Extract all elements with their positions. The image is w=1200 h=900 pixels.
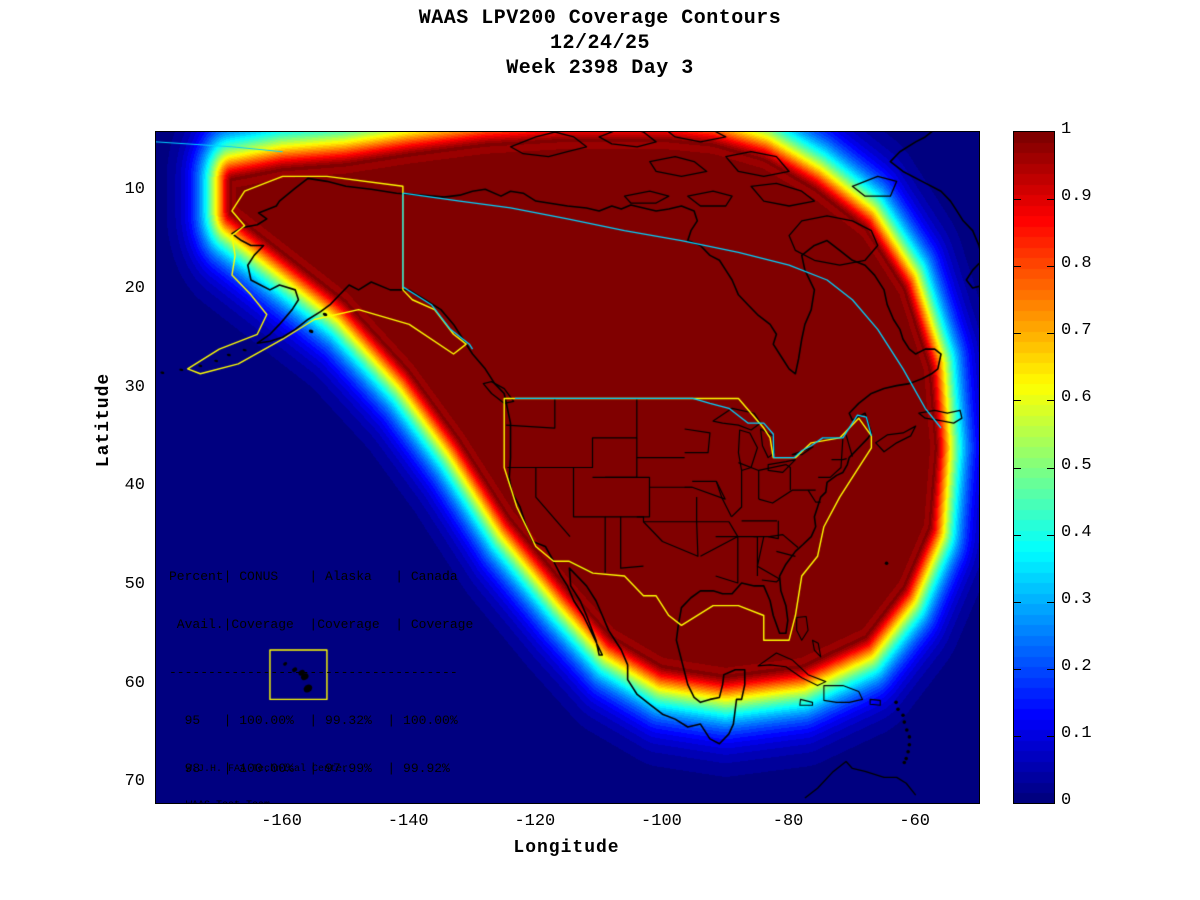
title-line-1: WAAS LPV200 Coverage Contours bbox=[418, 7, 782, 30]
stats-header-row-2: Avail.|Coverage |Coverage | Coverage bbox=[169, 617, 474, 632]
x-axis-tick-label: -60 bbox=[899, 812, 930, 831]
colorbar-tick-label: 0.4 bbox=[1061, 522, 1092, 542]
colorbar-tick-mark bbox=[1014, 467, 1021, 469]
x-axis-tick-label: -140 bbox=[387, 812, 429, 831]
colorbar-tick-mark bbox=[1014, 199, 1021, 201]
x-axis-tick-label: -80 bbox=[772, 812, 804, 831]
y-axis-tick-label: 60 bbox=[124, 673, 145, 693]
colorbar-tick-mark bbox=[1047, 735, 1054, 737]
colorbar-tick-label: 0.7 bbox=[1061, 321, 1092, 341]
x-axis-label: Longitude bbox=[513, 838, 620, 858]
colorbar-tick-label: 0.9 bbox=[1061, 187, 1092, 207]
colorbar-tick-mark bbox=[1047, 534, 1054, 536]
y-axis-tick-label: 40 bbox=[124, 476, 145, 496]
coverage-map-plot: Percent| CONUS | Alaska | Canada Avail.|… bbox=[155, 131, 980, 804]
coverage-heatmap-canvas bbox=[156, 132, 979, 803]
x-axis-tick-label: -160 bbox=[261, 812, 303, 831]
colorbar-tick-label: 0.1 bbox=[1061, 723, 1092, 743]
credit-line-1: W.J.H. FAA Technical Center bbox=[186, 764, 349, 775]
colorbar-tick-mark bbox=[1014, 668, 1021, 670]
colorbar-tick-mark bbox=[1014, 333, 1021, 335]
colorbar-tick-mark bbox=[1047, 668, 1054, 670]
coverage-stats-table: Percent| CONUS | Alaska | Canada Avail.|… bbox=[169, 537, 474, 803]
chart-title-block: WAAS LPV200 Coverage Contours 12/24/25 W… bbox=[0, 6, 1200, 81]
colorbar-tick-mark bbox=[1014, 601, 1021, 603]
table-row: 95 | 100.00% | 99.32% | 100.00% bbox=[169, 713, 458, 728]
title-line-3: Week 2398 Day 3 bbox=[506, 57, 694, 80]
colorbar-tick-mark bbox=[1047, 400, 1054, 402]
y-axis-tick-label: 20 bbox=[124, 278, 145, 298]
stats-header-row-1: Percent| CONUS | Alaska | Canada bbox=[169, 569, 458, 584]
colorbar-tick-mark bbox=[1014, 266, 1021, 268]
colorbar-tick-label: 0.6 bbox=[1061, 388, 1092, 408]
colorbar-tick-label: 0.5 bbox=[1061, 455, 1092, 475]
colorbar-tick-label: 0.2 bbox=[1061, 656, 1092, 676]
stats-separator: ------------------------------------- bbox=[169, 665, 458, 680]
y-axis-tick-label: 70 bbox=[124, 772, 145, 792]
table-row: 98 | 100.00% | 97.99% | 99.92% bbox=[169, 761, 450, 776]
colorbar-tick-label: 0.8 bbox=[1061, 254, 1092, 274]
colorbar bbox=[1013, 131, 1055, 804]
colorbar-tick-label: 1 bbox=[1061, 120, 1072, 139]
colorbar-tick-mark bbox=[1047, 333, 1054, 335]
credit-line-2: WAAS Test Team bbox=[186, 800, 348, 803]
title-line-2: 12/24/25 bbox=[549, 32, 650, 55]
colorbar-tick-label: 0 bbox=[1061, 791, 1072, 810]
y-axis-tick-label: 30 bbox=[124, 377, 145, 397]
colorbar-tick-label: 0.3 bbox=[1061, 589, 1092, 609]
colorbar-tick-mark bbox=[1047, 467, 1054, 469]
y-axis-tick-label: 10 bbox=[124, 180, 145, 200]
colorbar-tick-mark bbox=[1014, 735, 1021, 737]
y-axis-tick-label: 50 bbox=[124, 574, 145, 594]
colorbar-tick-mark bbox=[1014, 534, 1021, 536]
colorbar-tick-mark bbox=[1047, 199, 1054, 201]
colorbar-tick-mark bbox=[1014, 400, 1021, 402]
credit-block: W.J.H. FAA Technical Center WAAS Test Te… bbox=[186, 740, 349, 803]
x-axis-tick-label: -120 bbox=[514, 812, 556, 831]
colorbar-tick-mark bbox=[1047, 266, 1054, 268]
colorbar-tick-mark bbox=[1047, 601, 1054, 603]
x-axis-tick-label: -100 bbox=[641, 812, 682, 831]
